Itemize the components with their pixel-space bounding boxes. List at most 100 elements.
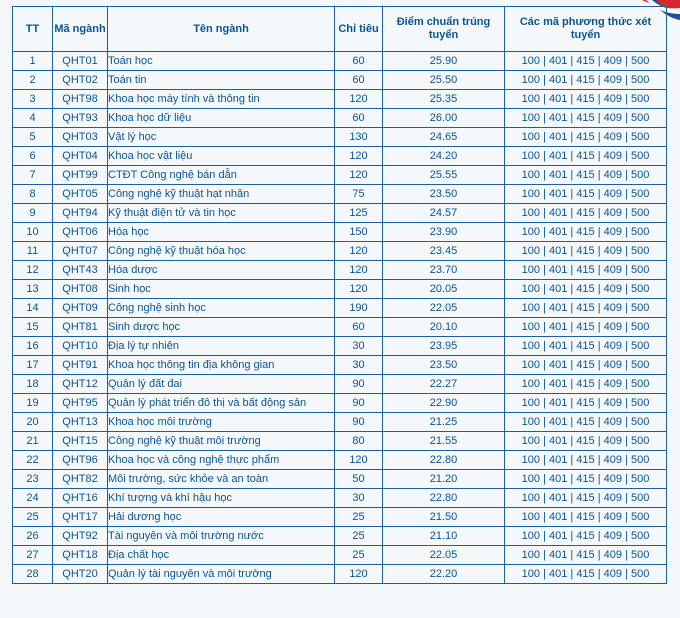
row-number-cell: 2 xyxy=(12,70,53,90)
admission-methods-cell: 100 | 401 | 415 | 409 | 500 xyxy=(504,70,667,90)
row-number-cell: 15 xyxy=(12,317,53,337)
row-number-cell: 28 xyxy=(12,564,53,584)
admission-methods-cell: 100 | 401 | 415 | 409 | 500 xyxy=(504,317,667,337)
admission-methods-cell: 100 | 401 | 415 | 409 | 500 xyxy=(504,89,667,109)
quota-cell: 90 xyxy=(334,412,383,432)
admission-methods-cell: 100 | 401 | 415 | 409 | 500 xyxy=(504,51,667,71)
major-name-cell: Sinh dược học xyxy=(107,317,335,337)
major-name-cell: Địa lý tự nhiên xyxy=(107,336,335,356)
major-code-cell: QHT10 xyxy=(52,336,108,356)
row-number-cell: 17 xyxy=(12,355,53,375)
admission-methods-cell: 100 | 401 | 415 | 409 | 500 xyxy=(504,526,667,546)
major-name-cell: Môi trường, sức khỏe và an toàn xyxy=(107,469,335,489)
quota-cell: 90 xyxy=(334,374,383,394)
table-row: 28 QHT20 Quản lý tài nguyên và môi trường 1… xyxy=(12,564,667,584)
table-row: 22 QHT96 Khoa học và công nghệ thực phẩm 12… xyxy=(12,450,667,470)
row-number-cell: 9 xyxy=(12,203,53,223)
admission-scores-table: TT Mã ngành Tên ngành Chỉ tiêu Điểm chuẩ… xyxy=(12,6,667,584)
cutoff-score-cell: 23.50 xyxy=(382,355,505,375)
major-code-cell: QHT43 xyxy=(52,260,108,280)
cutoff-score-cell: 22.90 xyxy=(382,393,505,413)
quota-cell: 120 xyxy=(334,146,383,166)
row-number-cell: 12 xyxy=(12,260,53,280)
quota-cell: 120 xyxy=(334,165,383,185)
major-name-cell: Quản lý tài nguyên và môi trường xyxy=(107,564,335,584)
header-quota: Chỉ tiêu xyxy=(334,6,383,52)
major-name-cell: Khí tượng và khí hậu học xyxy=(107,488,335,508)
cutoff-score-cell: 25.35 xyxy=(382,89,505,109)
table-row: 18 QHT12 Quản lý đất đai 90 22.27 100 | 401 |… xyxy=(12,374,667,394)
table-row: 1 QHT01 Toán học 60 25.90 100 | 401 | 415 | 4… xyxy=(12,51,667,71)
admission-methods-cell: 100 | 401 | 415 | 409 | 500 xyxy=(504,355,667,375)
major-code-cell: QHT07 xyxy=(52,241,108,261)
major-code-cell: QHT06 xyxy=(52,222,108,242)
cutoff-score-cell: 21.20 xyxy=(382,469,505,489)
row-number-cell: 3 xyxy=(12,89,53,109)
row-number-cell: 7 xyxy=(12,165,53,185)
table-row: 11 QHT07 Công nghệ kỹ thuật hóa học 120 23.4… xyxy=(12,241,667,261)
table-row: 20 QHT13 Khoa học môi trường 90 21.25 100 | 4… xyxy=(12,412,667,432)
major-code-cell: QHT09 xyxy=(52,298,108,318)
row-number-cell: 11 xyxy=(12,241,53,261)
cutoff-score-cell: 22.80 xyxy=(382,488,505,508)
major-code-cell: QHT95 xyxy=(52,393,108,413)
table-row: 27 QHT18 Địa chất học 25 22.05 100 | 401 | 41… xyxy=(12,545,667,565)
table-row: 7 QHT99 CTĐT Công nghệ bán dẫn 120 25.55 100 … xyxy=(12,165,667,185)
row-number-cell: 16 xyxy=(12,336,53,356)
table-row: 21 QHT15 Công nghệ kỹ thuật môi trường 80 21… xyxy=(12,431,667,451)
cutoff-score-cell: 22.20 xyxy=(382,564,505,584)
row-number-cell: 26 xyxy=(12,526,53,546)
row-number-cell: 22 xyxy=(12,450,53,470)
admission-methods-cell: 100 | 401 | 415 | 409 | 500 xyxy=(504,488,667,508)
major-name-cell: Công nghệ kỹ thuật hóa học xyxy=(107,241,335,261)
cutoff-score-cell: 21.50 xyxy=(382,507,505,527)
quota-cell: 120 xyxy=(334,564,383,584)
table-row: 8 QHT05 Công nghệ kỹ thuật hạt nhân 75 23.50… xyxy=(12,184,667,204)
table-row: 24 QHT16 Khí tượng và khí hậu học 30 22.80 10… xyxy=(12,488,667,508)
header-methods: Các mã phương thức xét tuyển xyxy=(504,6,667,52)
cutoff-score-cell: 22.27 xyxy=(382,374,505,394)
row-number-cell: 25 xyxy=(12,507,53,527)
major-name-cell: Khoa học môi trường xyxy=(107,412,335,432)
cutoff-score-cell: 25.90 xyxy=(382,51,505,71)
table-row: 6 QHT04 Khoa học vật liệu 120 24.20 100 | 401… xyxy=(12,146,667,166)
cutoff-score-cell: 23.90 xyxy=(382,222,505,242)
major-name-cell: Toán học xyxy=(107,51,335,71)
admission-methods-cell: 100 | 401 | 415 | 409 | 500 xyxy=(504,450,667,470)
quota-cell: 60 xyxy=(334,70,383,90)
major-name-cell: Công nghệ kỹ thuật hạt nhân xyxy=(107,184,335,204)
quota-cell: 80 xyxy=(334,431,383,451)
header-score: Điểm chuẩn trúng tuyển xyxy=(382,6,505,52)
major-name-cell: Hải dương học xyxy=(107,507,335,527)
major-name-cell: Kỹ thuật điện tử và tin học xyxy=(107,203,335,223)
major-name-cell: Khoa học dữ liệu xyxy=(107,108,335,128)
table-row: 23 QHT82 Môi trường, sức khỏe và an toàn 50… xyxy=(12,469,667,489)
admission-methods-cell: 100 | 401 | 415 | 409 | 500 xyxy=(504,298,667,318)
cutoff-score-cell: 21.55 xyxy=(382,431,505,451)
admission-methods-cell: 100 | 401 | 415 | 409 | 500 xyxy=(504,108,667,128)
cutoff-score-cell: 22.05 xyxy=(382,298,505,318)
major-code-cell: QHT01 xyxy=(52,51,108,71)
row-number-cell: 24 xyxy=(12,488,53,508)
table-row: 25 QHT17 Hải dương học 25 21.50 100 | 401 | 4… xyxy=(12,507,667,527)
admission-methods-cell: 100 | 401 | 415 | 409 | 500 xyxy=(504,431,667,451)
major-code-cell: QHT15 xyxy=(52,431,108,451)
table-row: 15 QHT81 Sinh dược học 60 20.10 100 | 401 | 4… xyxy=(12,317,667,337)
quota-cell: 120 xyxy=(334,279,383,299)
quota-cell: 60 xyxy=(334,108,383,128)
major-name-cell: Quản lý phát triển đô thị và bất động sả… xyxy=(107,393,335,413)
major-name-cell: Địa chất học xyxy=(107,545,335,565)
table-row: 16 QHT10 Địa lý tự nhiên 30 23.95 100 | 401 |… xyxy=(12,336,667,356)
quota-cell: 90 xyxy=(334,393,383,413)
admission-methods-cell: 100 | 401 | 415 | 409 | 500 xyxy=(504,279,667,299)
admission-methods-cell: 100 | 401 | 415 | 409 | 500 xyxy=(504,545,667,565)
major-name-cell: Công nghệ sinh học xyxy=(107,298,335,318)
quota-cell: 120 xyxy=(334,450,383,470)
row-number-cell: 8 xyxy=(12,184,53,204)
cutoff-score-cell: 25.55 xyxy=(382,165,505,185)
quota-cell: 30 xyxy=(334,336,383,356)
row-number-cell: 6 xyxy=(12,146,53,166)
major-code-cell: QHT96 xyxy=(52,450,108,470)
major-code-cell: QHT93 xyxy=(52,108,108,128)
row-number-cell: 5 xyxy=(12,127,53,147)
